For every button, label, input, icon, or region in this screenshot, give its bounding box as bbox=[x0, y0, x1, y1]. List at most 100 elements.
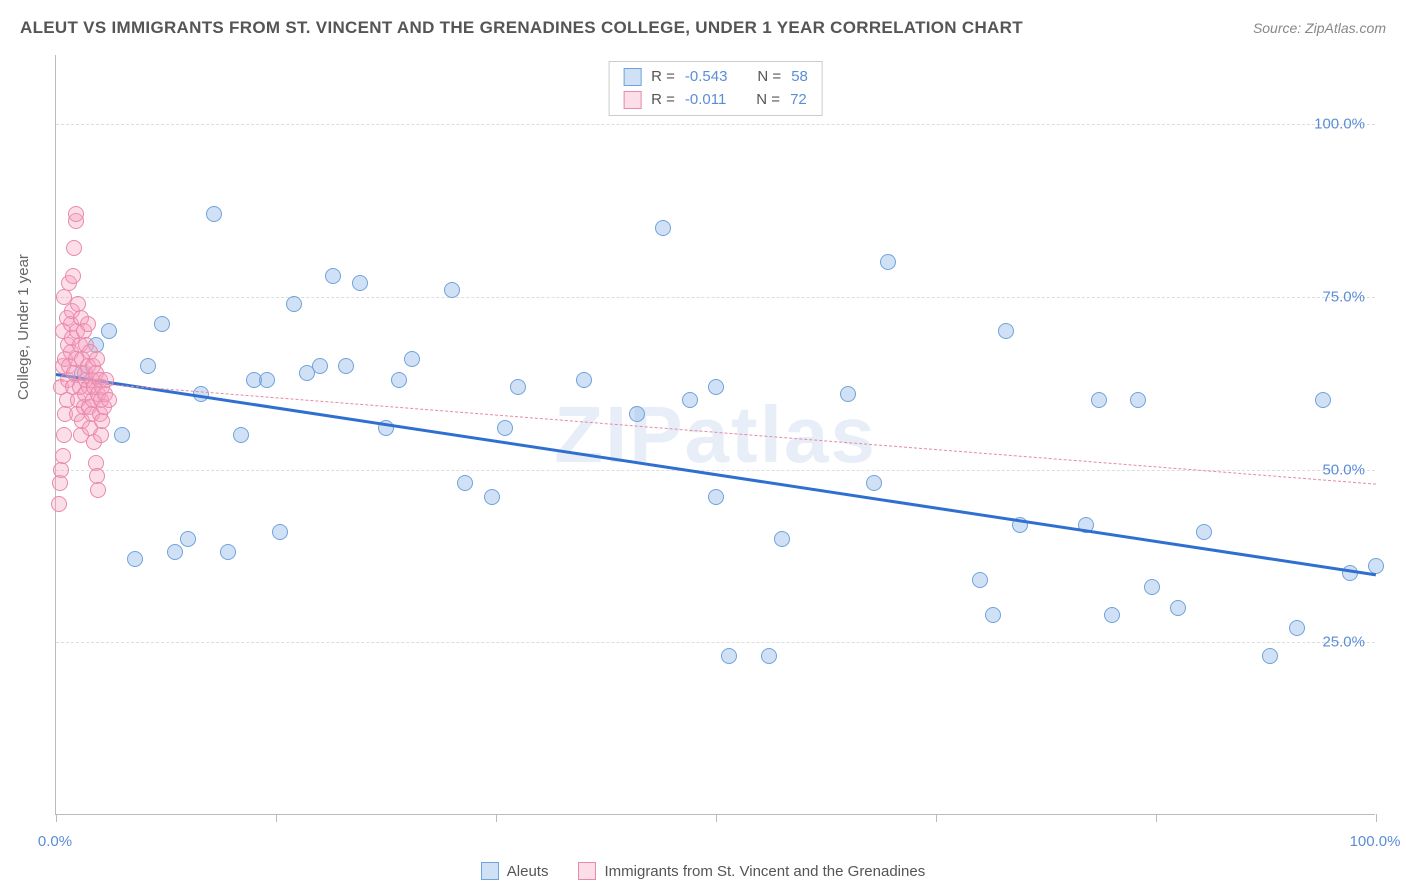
scatter-point bbox=[338, 358, 354, 374]
scatter-point bbox=[286, 296, 302, 312]
scatter-point bbox=[497, 420, 513, 436]
x-tick bbox=[1376, 814, 1377, 822]
scatter-point bbox=[444, 282, 460, 298]
y-tick-label: 25.0% bbox=[1322, 634, 1365, 651]
scatter-point bbox=[1196, 524, 1212, 540]
legend-swatch bbox=[578, 862, 596, 880]
stat-r-label: R = bbox=[651, 89, 675, 112]
stats-legend-box: R = -0.543 N = 58 R = -0.011 N = 72 bbox=[608, 61, 823, 116]
gridline bbox=[56, 124, 1375, 125]
gridline bbox=[56, 642, 1375, 643]
scatter-point bbox=[220, 544, 236, 560]
scatter-point bbox=[56, 427, 72, 443]
scatter-point bbox=[65, 268, 81, 284]
scatter-point bbox=[93, 427, 109, 443]
legend-label: Aleuts bbox=[507, 863, 549, 880]
scatter-point bbox=[206, 206, 222, 222]
stat-n-label: N = bbox=[757, 66, 781, 89]
scatter-point bbox=[576, 372, 592, 388]
x-tick bbox=[276, 814, 277, 822]
stats-row: R = -0.011 N = 72 bbox=[623, 89, 808, 112]
legend-label: Immigrants from St. Vincent and the Gren… bbox=[604, 863, 925, 880]
scatter-point bbox=[840, 386, 856, 402]
scatter-point bbox=[325, 268, 341, 284]
watermark: ZIPatlas bbox=[554, 389, 877, 481]
legend-swatch bbox=[623, 91, 641, 109]
legend-item: Immigrants from St. Vincent and the Gren… bbox=[578, 862, 925, 880]
scatter-point bbox=[1289, 620, 1305, 636]
scatter-point bbox=[1130, 392, 1146, 408]
scatter-point bbox=[708, 489, 724, 505]
x-tick bbox=[716, 814, 717, 822]
stat-r-label: R = bbox=[651, 66, 675, 89]
source-value: ZipAtlas.com bbox=[1305, 20, 1386, 36]
scatter-point bbox=[90, 482, 106, 498]
scatter-point bbox=[52, 475, 68, 491]
y-tick-label: 75.0% bbox=[1322, 288, 1365, 305]
scatter-point bbox=[89, 351, 105, 367]
scatter-point bbox=[167, 544, 183, 560]
scatter-point bbox=[101, 392, 117, 408]
scatter-point bbox=[866, 475, 882, 491]
scatter-point bbox=[53, 462, 69, 478]
scatter-point bbox=[510, 379, 526, 395]
scatter-point bbox=[1091, 392, 1107, 408]
scatter-point bbox=[55, 448, 71, 464]
scatter-point bbox=[1170, 600, 1186, 616]
scatter-point bbox=[655, 220, 671, 236]
scatter-point bbox=[259, 372, 275, 388]
x-tick bbox=[936, 814, 937, 822]
scatter-point bbox=[114, 427, 130, 443]
scatter-point bbox=[880, 254, 896, 270]
stat-r-value: -0.543 bbox=[685, 66, 728, 89]
y-tick-label: 50.0% bbox=[1322, 461, 1365, 478]
header-row: ALEUT VS IMMIGRANTS FROM ST. VINCENT AND… bbox=[20, 18, 1386, 38]
x-tick-label-right: 100.0% bbox=[1350, 833, 1401, 850]
source-label: Source: bbox=[1253, 20, 1301, 36]
scatter-point bbox=[80, 316, 96, 332]
scatter-point bbox=[708, 379, 724, 395]
bottom-legend: Aleuts Immigrants from St. Vincent and th… bbox=[0, 862, 1406, 880]
legend-swatch bbox=[481, 862, 499, 880]
scatter-point bbox=[391, 372, 407, 388]
scatter-point bbox=[1144, 579, 1160, 595]
scatter-point bbox=[761, 648, 777, 664]
stats-row: R = -0.543 N = 58 bbox=[623, 66, 808, 89]
stat-n-value: 58 bbox=[791, 66, 808, 89]
scatter-point bbox=[404, 351, 420, 367]
scatter-point bbox=[972, 572, 988, 588]
scatter-point bbox=[1262, 648, 1278, 664]
legend-item: Aleuts bbox=[481, 862, 549, 880]
scatter-point bbox=[233, 427, 249, 443]
scatter-point bbox=[457, 475, 473, 491]
plot-area: ZIPatlas R = -0.543 N = 58 R = -0.011 N = 72 25… bbox=[55, 55, 1375, 815]
scatter-point bbox=[1104, 607, 1120, 623]
scatter-point bbox=[154, 316, 170, 332]
scatter-point bbox=[180, 531, 196, 547]
scatter-point bbox=[998, 323, 1014, 339]
x-tick bbox=[496, 814, 497, 822]
scatter-point bbox=[68, 206, 84, 222]
chart-title: ALEUT VS IMMIGRANTS FROM ST. VINCENT AND… bbox=[20, 18, 1023, 38]
y-axis-label: College, Under 1 year bbox=[15, 254, 32, 400]
stat-n-label: N = bbox=[756, 89, 780, 112]
scatter-point bbox=[312, 358, 328, 374]
scatter-point bbox=[101, 323, 117, 339]
scatter-point bbox=[66, 240, 82, 256]
scatter-point bbox=[774, 531, 790, 547]
x-tick-label-left: 0.0% bbox=[38, 833, 72, 850]
source-attribution: Source: ZipAtlas.com bbox=[1253, 20, 1386, 36]
x-tick bbox=[56, 814, 57, 822]
scatter-point bbox=[352, 275, 368, 291]
scatter-point bbox=[721, 648, 737, 664]
trend-line bbox=[56, 373, 1376, 576]
stat-r-value: -0.011 bbox=[685, 89, 726, 112]
x-tick bbox=[1156, 814, 1157, 822]
y-tick-label: 100.0% bbox=[1314, 116, 1365, 133]
scatter-point bbox=[985, 607, 1001, 623]
scatter-point bbox=[484, 489, 500, 505]
scatter-point bbox=[272, 524, 288, 540]
scatter-point bbox=[629, 406, 645, 422]
scatter-point bbox=[1315, 392, 1331, 408]
stat-n-value: 72 bbox=[790, 89, 807, 112]
